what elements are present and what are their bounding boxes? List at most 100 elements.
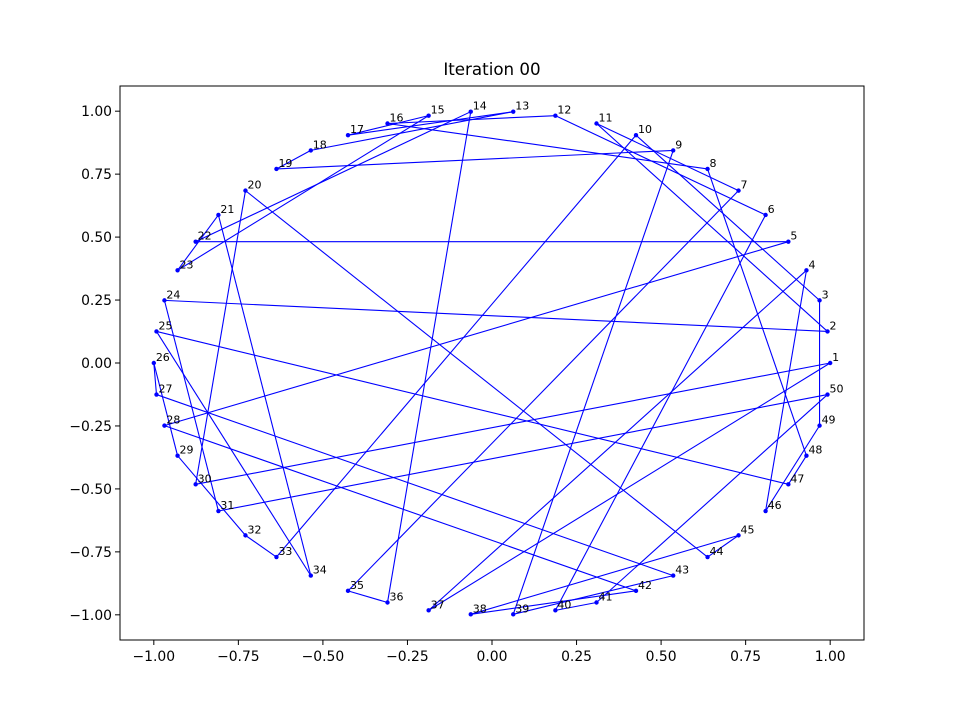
city-point	[633, 132, 639, 138]
tour-edge	[347, 190, 739, 592]
city-label: 42	[638, 579, 652, 592]
city-point	[468, 109, 473, 114]
tour-edge	[596, 122, 739, 192]
city-label: 35	[350, 579, 364, 592]
city-point	[426, 608, 431, 613]
city-label: 23	[180, 258, 194, 271]
city-point	[763, 212, 768, 218]
tour-edge	[177, 214, 219, 271]
city-label: 7	[741, 179, 748, 192]
tour-edge	[276, 149, 312, 170]
y-tick-label: 0.25	[81, 293, 112, 309]
city-label: 48	[808, 444, 822, 457]
city-label: 34	[313, 564, 327, 577]
y-tick-label: 0.75	[81, 167, 112, 183]
city-label: 13	[515, 100, 529, 113]
city-label: 37	[431, 598, 445, 611]
tour-edge	[555, 601, 597, 611]
city-point	[670, 148, 676, 153]
city-label: 38	[473, 602, 487, 615]
city-point	[243, 533, 248, 538]
tour-edge	[596, 123, 828, 332]
city-label: 24	[166, 288, 180, 301]
tour-edge	[513, 575, 674, 615]
tour-edge	[156, 331, 312, 576]
y-tick-label: −0.75	[69, 545, 112, 561]
city-label: 12	[557, 104, 571, 117]
city-point	[825, 329, 830, 334]
city-point	[162, 423, 167, 428]
city-label: 25	[158, 319, 172, 332]
city-label: 19	[278, 157, 292, 170]
tour-edge	[512, 150, 674, 615]
city-point	[670, 573, 676, 578]
city-labels: 1234567891011121314151617181920212223242…	[156, 100, 844, 616]
tour-edge	[177, 455, 246, 536]
tour-edge	[470, 590, 637, 615]
tour-edge	[245, 190, 708, 558]
city-point	[308, 573, 314, 578]
city-label: 16	[390, 111, 404, 124]
city-point	[345, 132, 351, 138]
tour-edge	[245, 534, 277, 558]
city-label: 28	[166, 414, 180, 427]
x-tick-label: 1.00	[815, 649, 846, 665]
city-label: 45	[741, 523, 755, 536]
city-point	[426, 113, 431, 118]
city-label: 30	[198, 472, 212, 485]
tour-edge	[310, 111, 514, 151]
tour-edge	[347, 111, 514, 136]
tour-edge	[163, 300, 219, 512]
city-point	[175, 268, 180, 273]
city-point	[817, 423, 822, 428]
tour-edge	[276, 149, 674, 170]
city-point	[827, 360, 833, 366]
city-label: 27	[158, 383, 172, 396]
y-tick-label: 0.00	[81, 356, 112, 372]
city-point	[193, 482, 198, 487]
city-point	[468, 612, 473, 617]
city-label: 8	[710, 157, 717, 170]
y-axis: −1.00 −0.75 −0.50 −0.25 0.00 0.25 0.50 0.75 1.00	[69, 104, 120, 624]
tour-edge	[347, 590, 388, 604]
city-point	[786, 239, 791, 244]
city-point	[594, 600, 599, 605]
city-point	[151, 360, 157, 366]
city-point	[385, 121, 390, 126]
city-point	[705, 554, 710, 560]
x-tick-label: 0.50	[646, 649, 677, 665]
city-label: 6	[768, 203, 775, 216]
city-label: 39	[515, 602, 529, 615]
city-label: 18	[313, 138, 327, 151]
x-tick-label: −0.25	[386, 649, 429, 665]
city-label: 50	[830, 383, 844, 396]
tour-edge	[387, 115, 556, 125]
city-label: 46	[768, 499, 782, 512]
city-point	[804, 268, 809, 273]
city-point	[308, 148, 314, 153]
tour-edge	[153, 362, 158, 395]
city-point	[511, 109, 516, 114]
y-tick-label: 0.50	[81, 230, 112, 246]
city-label: 14	[473, 100, 487, 113]
city-label: 15	[431, 104, 445, 117]
city-point	[817, 298, 822, 303]
city-label: 32	[247, 523, 261, 536]
city-label: 44	[710, 545, 724, 558]
city-label: 43	[675, 564, 689, 577]
city-label: 9	[675, 138, 682, 151]
city-label: 10	[638, 123, 652, 136]
city-point	[736, 533, 741, 538]
tour-path	[153, 111, 831, 615]
x-tick-label: −0.75	[217, 649, 260, 665]
city-markers	[151, 109, 833, 617]
city-point	[705, 166, 710, 172]
city-point	[736, 188, 741, 193]
chart-title: Iteration 00	[443, 59, 540, 79]
tour-edge	[164, 299, 828, 332]
tour-edge	[386, 111, 472, 603]
city-label: 21	[220, 203, 234, 216]
city-label: 33	[278, 545, 292, 558]
city-point	[274, 554, 279, 560]
